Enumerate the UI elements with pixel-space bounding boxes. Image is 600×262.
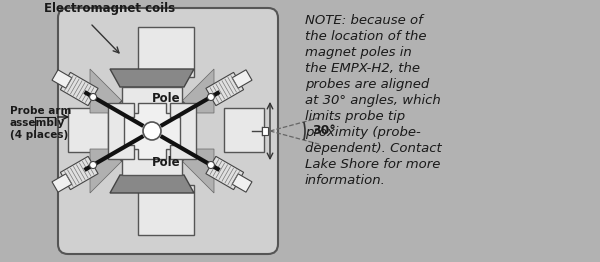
Polygon shape [122,149,182,175]
Polygon shape [170,149,214,193]
Circle shape [208,161,214,168]
Polygon shape [232,174,252,192]
Polygon shape [61,156,98,190]
FancyBboxPatch shape [58,8,278,254]
Bar [224,108,264,152]
Text: Pole: Pole [152,92,181,106]
Bar [138,27,194,77]
Polygon shape [61,72,98,106]
Bar [138,185,194,235]
Polygon shape [52,174,72,192]
Polygon shape [232,70,252,88]
Text: Probe arm
assembly
(4 places): Probe arm assembly (4 places) [10,106,71,140]
Polygon shape [170,103,196,159]
Polygon shape [52,70,72,88]
Text: Electromagnet coils: Electromagnet coils [44,2,176,15]
Circle shape [89,161,97,168]
Polygon shape [122,87,182,113]
Text: NOTE: because of
the location of the
magnet poles in
the EMPX-H2, the
probes are: NOTE: because of the location of the mag… [305,14,442,187]
Polygon shape [110,89,194,173]
Polygon shape [110,69,194,87]
Polygon shape [206,156,244,190]
Polygon shape [110,175,194,193]
Circle shape [89,94,97,101]
Polygon shape [108,103,134,159]
Polygon shape [170,69,214,113]
Text: 30°: 30° [312,124,336,138]
Polygon shape [206,72,244,106]
Polygon shape [90,149,134,193]
Text: Pole: Pole [152,156,181,170]
Polygon shape [90,69,134,113]
Bar [68,108,108,152]
Bar [262,127,268,135]
Circle shape [143,122,161,140]
Circle shape [208,94,214,101]
